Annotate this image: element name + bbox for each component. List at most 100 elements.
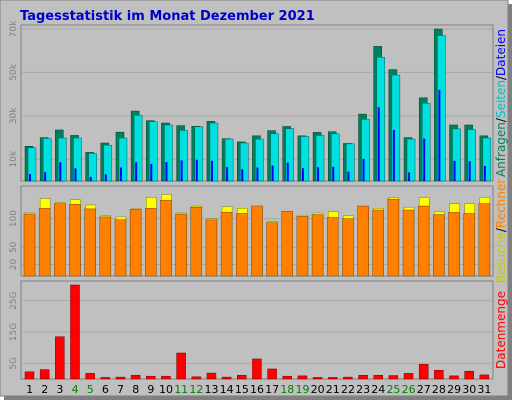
pages-bar [315, 135, 325, 182]
files-bar [256, 167, 259, 181]
files-bar [210, 160, 213, 181]
day-tick-label: 21 [326, 383, 340, 396]
hosts-bar [205, 219, 218, 277]
volume-bar [252, 358, 262, 380]
volume-bar [373, 374, 383, 380]
day-tick-label: 15 [235, 383, 249, 396]
volume-bar [85, 373, 95, 380]
hosts-bar [342, 218, 354, 277]
hosts-bar [326, 217, 339, 277]
pages-bar [421, 103, 431, 182]
hosts-bar [463, 213, 475, 277]
hosts-bar [38, 208, 51, 277]
day-tick-label: 6 [102, 383, 109, 396]
pages-bar [346, 143, 355, 182]
hosts-bar [145, 208, 157, 277]
files-bar [453, 160, 456, 181]
hosts-bar [266, 222, 278, 277]
pages-bar [300, 136, 310, 182]
pages-bar [209, 122, 219, 182]
day-tick-label: 7 [117, 383, 124, 396]
files-bar [468, 161, 471, 181]
day-tick-label: 31 [477, 383, 491, 396]
volume-bar [282, 375, 292, 380]
hosts-bar [220, 212, 233, 277]
pages-bar [27, 147, 37, 182]
hosts-bar [478, 203, 491, 277]
day-tick-label: 18 [280, 383, 294, 396]
volume-bar [312, 377, 323, 380]
day-tick-label: 9 [147, 383, 154, 396]
hosts-bar [296, 216, 309, 277]
files-bar [317, 167, 320, 181]
pages-bar [179, 130, 188, 182]
day-tick-label: 17 [265, 383, 279, 396]
files-bar [226, 167, 229, 181]
day-tick-label: 30 [462, 383, 476, 396]
pages-bar [194, 126, 204, 182]
volume-bar [434, 369, 444, 380]
volume-bar [161, 375, 171, 380]
volume-bar [358, 374, 368, 380]
files-bar [483, 166, 486, 181]
files-bar [271, 165, 274, 181]
y-tick-label: 100 [9, 210, 19, 227]
day-tick-label: 28 [432, 383, 446, 396]
volume-bar [55, 336, 65, 380]
hosts-bar [311, 214, 324, 277]
hosts-bar [281, 210, 293, 277]
files-bar [332, 166, 335, 181]
hosts-bar [236, 213, 248, 277]
right-axis-labels: Anfragen/Seiten/DateienBesuche/RechnerDa… [494, 29, 508, 369]
volume-bar [146, 375, 156, 380]
files-bar [423, 138, 426, 181]
axis-title-part: Anfragen [494, 122, 508, 177]
files-bar [104, 174, 107, 181]
axis-title-part: Besuche [494, 232, 508, 283]
pages-bar [133, 114, 143, 182]
y-tick-label: 25G [9, 291, 19, 309]
hosts-bar [99, 216, 112, 277]
hosts-bar [387, 198, 400, 277]
volume-bar [130, 374, 141, 380]
volume-bar [403, 373, 414, 380]
hosts-bar [433, 214, 445, 277]
day-tick-label: 16 [250, 383, 264, 396]
volume-bar [39, 369, 50, 380]
day-tick-label: 13 [205, 383, 219, 396]
hosts-bar [175, 213, 187, 277]
volume-bar [343, 376, 353, 380]
files-bar [89, 176, 92, 181]
pages-bar [103, 144, 113, 182]
pages-bar [376, 56, 385, 182]
visits-panel: 20 50 100 [9, 185, 494, 277]
pages-bar [224, 138, 234, 182]
axis-title-part: / [494, 75, 508, 80]
pages-bar [361, 119, 370, 182]
volume-bar [70, 284, 80, 380]
axis-title-part: Seiten [494, 80, 508, 118]
pages-bar [270, 133, 279, 182]
day-tick-label: 27 [417, 383, 431, 396]
hosts-bar [54, 203, 66, 277]
pages-bar [58, 137, 67, 182]
volume-bar [100, 377, 111, 380]
files-bar [59, 162, 62, 181]
day-tick-label: 29 [447, 383, 461, 396]
files-bar [44, 172, 47, 181]
day-axis: 1 2 3 4 5 6 7 8 9 10 11 12 13 14 15 16 17 18 19 20 21 22 23 24 2… [26, 383, 491, 396]
pages-bar [240, 142, 249, 182]
day-tick-label: 12 [189, 383, 203, 396]
y-tick-label: 30k [9, 107, 19, 124]
day-tick-label: 1 [26, 383, 33, 396]
y-tick-label: 50k [9, 63, 19, 80]
pages-bar [164, 124, 173, 182]
pages-bar [149, 121, 158, 182]
hosts-bar [84, 208, 96, 277]
requests-panel: 10k 30k 50k 70k [9, 20, 494, 182]
volume-bar [237, 374, 247, 380]
pages-bar [255, 138, 264, 182]
hosts-bar [114, 219, 127, 277]
volume-bar [449, 375, 459, 380]
files-bar [165, 162, 168, 181]
